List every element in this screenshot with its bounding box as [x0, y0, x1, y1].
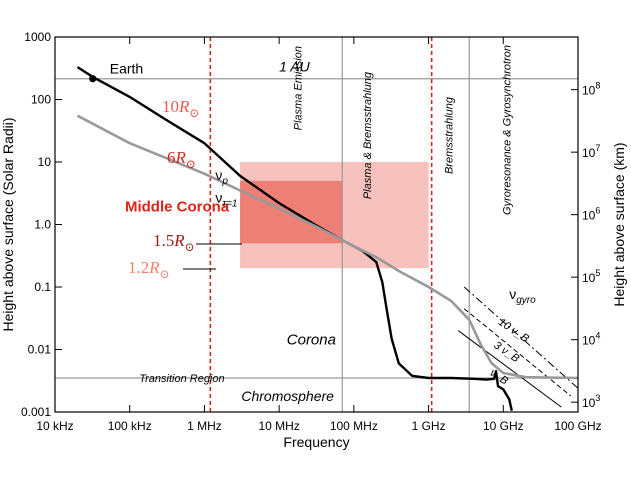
- gyro-line-label-1: 3 ν_B: [491, 339, 521, 365]
- nu-gyro-label-sub: gyro: [516, 295, 536, 306]
- y-tick-exp: 8: [595, 81, 600, 91]
- y-tick-label-right: 103: [582, 393, 600, 410]
- nu-tau-label-base: ν: [215, 190, 222, 206]
- radius-symbol: R: [175, 148, 187, 167]
- y-axis-label-left: Height above surface (Solar Radii): [0, 118, 16, 332]
- x-tick-label: 1 GHz: [412, 419, 446, 433]
- nu-tau-label: ντ=1: [215, 190, 237, 210]
- vertical-annotation-bremsstrahlung: Bremsstrahlung: [444, 96, 456, 174]
- y-tick-label-left: 1000: [24, 30, 51, 44]
- x-axis-label: Frequency: [283, 434, 349, 450]
- y-tick-base: 10: [582, 84, 596, 98]
- series-line-nu_p: [76, 66, 513, 411]
- region-inner: [240, 180, 343, 244]
- transition-region-label: Transition Region: [139, 373, 224, 385]
- vertical-annotation-plasma_emission: Plasma Emission: [293, 46, 305, 130]
- radius-sub: ⊙: [189, 106, 199, 120]
- gyro-line-2: [463, 286, 579, 389]
- corona-label: Corona: [287, 332, 336, 349]
- y-tick-base: 10: [582, 209, 596, 223]
- radius-sub: ⊙: [185, 240, 195, 254]
- au-label: 1 AU: [279, 59, 310, 75]
- radius-sub: ⊙: [186, 157, 196, 171]
- y-tick-exp: 7: [595, 143, 600, 153]
- radius-label-1: 6R⊙: [167, 148, 196, 171]
- nu-p-label: νp: [215, 167, 228, 187]
- y-tick-exp: 3: [595, 393, 600, 403]
- radius-label-0: 10R⊙: [162, 97, 199, 120]
- vertical-annotation-gyro: Gyroresonance & Gyrosynchrotron: [502, 45, 514, 215]
- radius-value: 10: [162, 97, 179, 116]
- chromosphere-label: Chromosphere: [241, 388, 334, 404]
- radius-symbol: R: [173, 231, 185, 250]
- y-axis-label-right: Height above surface (km): [611, 142, 627, 306]
- y-tick-label-left: 0.1: [34, 280, 51, 294]
- y-tick-label-right: 107: [582, 143, 600, 160]
- y-tick-base: 10: [582, 146, 596, 160]
- x-tick-label: 10 GHz: [483, 419, 524, 433]
- vertical-annotation-plasma_brems: Plasma & Bremsstrahlung: [362, 71, 374, 199]
- y-tick-label-right: 105: [582, 268, 600, 285]
- series-line-nu_tau1: [76, 114, 579, 380]
- y-tick-exp: 4: [595, 331, 600, 341]
- y-tick-label-right: 104: [582, 331, 600, 348]
- y-tick-exp: 5: [595, 268, 600, 278]
- y-tick-base: 10: [582, 334, 596, 348]
- nu-tau-label-sub: τ=1: [222, 199, 237, 210]
- radius-sub: ⊙: [160, 267, 170, 281]
- radius-label-3: 1.2R⊙: [128, 258, 170, 281]
- middle-corona-label: Middle Corona: [125, 199, 230, 216]
- radius-value: 6: [167, 148, 176, 167]
- x-tick-label: 100 MHz: [330, 419, 378, 433]
- y-tick-base: 10: [582, 271, 596, 285]
- radius-symbol: R: [148, 258, 160, 277]
- x-tick-label: 10 MHz: [258, 419, 299, 433]
- x-tick-label: 10 kHz: [36, 419, 73, 433]
- nu-p-label-sub: p: [221, 176, 228, 187]
- y-tick-label-left: 0.001: [21, 405, 51, 419]
- x-tick-label: 1 MHz: [187, 419, 222, 433]
- nu-gyro-label: νgyro: [509, 286, 536, 306]
- radius-value: 1.5: [153, 231, 174, 250]
- y-tick-label-left: 0.01: [28, 343, 52, 357]
- radius-symbol: R: [178, 97, 190, 116]
- earth-label: Earth: [110, 61, 143, 77]
- nu-gyro-label-base: ν: [509, 286, 516, 302]
- y-tick-label-right: 108: [582, 81, 600, 98]
- gyro-line-1: [463, 308, 572, 397]
- y-tick-exp: 6: [595, 206, 600, 216]
- gyro-line-label-0: ν_B: [488, 367, 510, 388]
- earth-marker: [89, 75, 97, 83]
- y-tick-label-left: 1.0: [34, 218, 51, 232]
- nu-p-label-base: ν: [215, 167, 222, 183]
- y-tick-label-left: 10: [38, 155, 52, 169]
- y-tick-label-right: 106: [582, 206, 600, 223]
- y-tick-base: 10: [582, 396, 596, 410]
- radius-label-2: 1.5R⊙: [153, 231, 195, 254]
- x-tick-label: 100 kHz: [108, 419, 152, 433]
- y-tick-label-left: 100: [31, 93, 51, 107]
- gyro-line-0: [458, 330, 562, 408]
- radius-value: 1.2: [128, 258, 149, 277]
- x-tick-label: 100 GHz: [554, 419, 601, 433]
